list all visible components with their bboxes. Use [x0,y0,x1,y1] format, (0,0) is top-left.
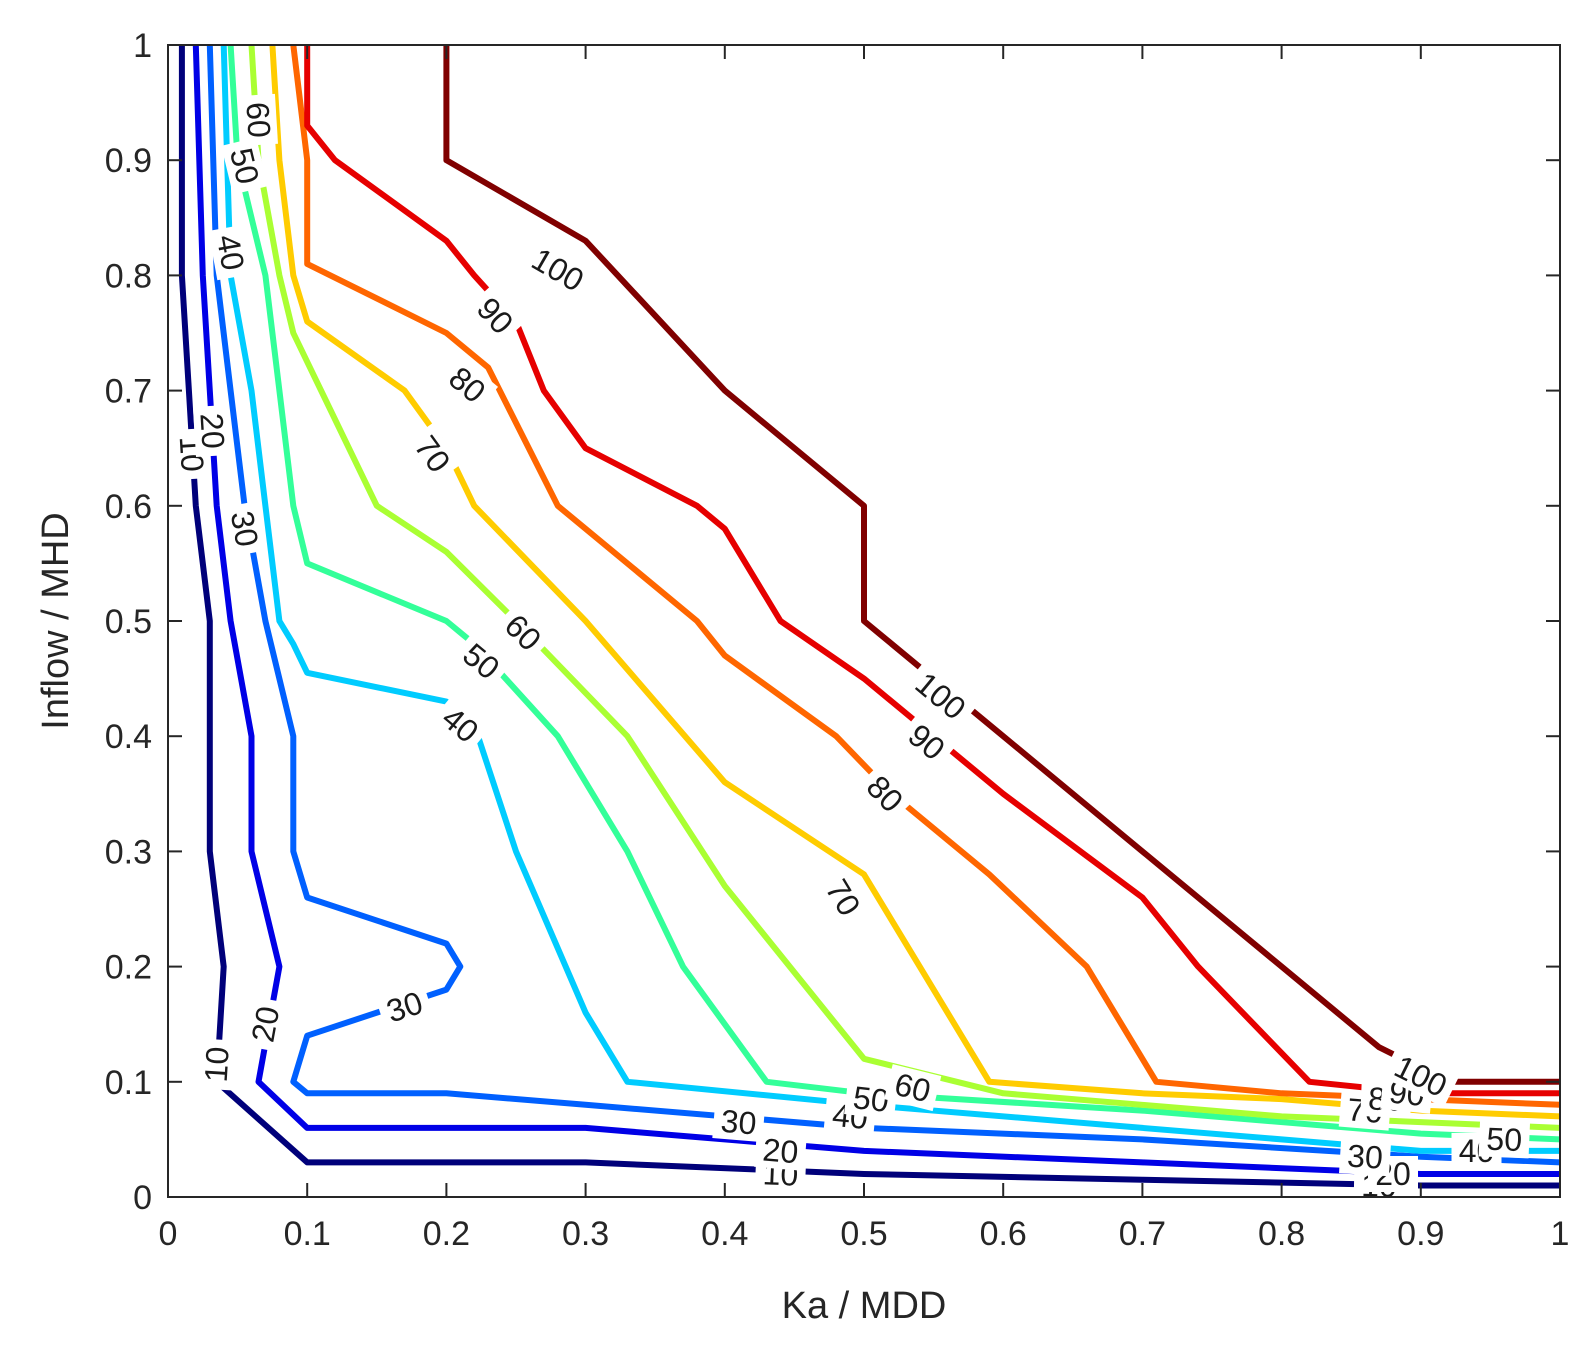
contour-label-50: 50 [223,144,266,187]
contour-label-20: 20 [245,1003,287,1044]
x-tick-label: 0.3 [562,1215,609,1253]
contour-label-10: 10 [198,1046,236,1084]
contour-label-gap [450,631,512,692]
contour-label-gap [902,660,979,732]
contour-label-group: 90 [895,712,958,772]
contour-label-gap [492,602,554,663]
contour-label-30: 30 [1346,1138,1384,1176]
contour-label-gap [1381,1044,1460,1108]
x-tick-label: 0.5 [840,1215,887,1253]
contour-label-group: 20 [193,404,232,457]
contour-line-90 [304,45,1560,1097]
contour-label-group: 20 [243,996,288,1053]
contour-label-group: 60 [884,1064,942,1112]
y-tick-label: 0.6 [105,488,152,526]
x-tick-label: 0.1 [284,1215,331,1253]
x-tick-label: 0 [159,1215,178,1253]
contour-label-20: 20 [193,412,231,450]
contour-label-group: 20 [754,1130,807,1171]
x-tick-label: 1 [1551,1215,1570,1253]
contour-line-70 [269,44,1561,1120]
contour-label-gap [239,93,278,146]
contour-label-group: 60 [492,602,554,663]
contour-label-50: 50 [851,1079,891,1119]
contour-label-gap [854,763,916,825]
contour-label-gap [197,1038,237,1091]
y-tick-label: 0.8 [105,257,152,295]
contour-label-50: 50 [1486,1121,1523,1158]
contour-label-30: 30 [719,1103,757,1142]
y-tick-label: 0.9 [105,142,152,180]
contour-label-gap [403,423,462,485]
contour-label-30: 30 [224,508,266,549]
contour-label-gap [222,500,267,557]
contour-label-gap [243,996,288,1053]
contour-label-60: 60 [239,101,277,139]
x-tick-label: 0.7 [1119,1215,1166,1253]
y-tick-label: 0.2 [105,949,152,987]
contour-label-gap [754,1130,807,1171]
contour-label-gap [518,236,597,303]
contour-label-gap [712,1102,766,1143]
x-tick-label: 0.2 [423,1215,470,1253]
y-tick-label: 0.3 [105,833,152,871]
x-tick-label: 0.4 [701,1215,748,1253]
y-tick-label: 0.7 [105,373,152,411]
x-tick-label: 0.6 [980,1215,1027,1253]
contour-label-gap [208,224,253,281]
x-tick-label: 0.9 [1397,1215,1444,1253]
contour-label-gap [193,404,232,457]
contour-label-gap [814,866,872,929]
contour-label-group: 30 [712,1102,766,1143]
y-tick-label: 0.4 [105,718,152,756]
contour-line-80 [290,44,1561,1108]
axis-ticks [167,44,1561,1198]
x-tick-labels: 0 0.1 0.2 0.3 0.4 0.5 0.6 0.7 0.8 0.9 1 [159,1215,1570,1253]
contour-label-group: 50 [844,1078,898,1120]
x-tick-label: 0.8 [1258,1215,1305,1253]
contour-label-gap [375,981,434,1032]
contour-label-gap [844,1078,898,1120]
contour-label-group: 60 [239,93,278,146]
contour-label-gap [464,285,526,347]
y-axis-label: Inflow / MHD [35,512,77,729]
contour-label-gap [1339,1137,1392,1177]
contour-label-gap [221,137,268,195]
contour-line-50 [227,44,1561,1143]
y-tick-labels: 0 0.1 0.2 0.3 0.4 0.5 0.6 0.7 0.8 0.9 1 [105,27,152,1217]
contour-label-gap [436,354,499,415]
contour-label-group: 40 [208,224,253,281]
y-tick-label: 0 [133,1179,152,1217]
contour-label-gap [1478,1120,1531,1159]
y-tick-label: 0.1 [105,1064,152,1102]
contour-label-40: 40 [210,232,252,273]
contour-label-group: 30 [1339,1137,1392,1177]
contour-label-gap [895,712,958,772]
contour-label-60: 60 [891,1066,934,1109]
contour-label-group: 100 [902,660,979,732]
contour-label-gap [884,1064,942,1112]
x-axis-label: Ka / MDD [782,1285,947,1327]
contour-label-group: 30 [222,500,267,557]
y-tick-label: 0.5 [105,603,152,641]
contour-label-group: 50 [1478,1120,1531,1159]
contour-label-group: 50 [221,137,268,195]
contour-label-group: 10 [197,1038,237,1091]
contour-label-gap [429,694,492,755]
contour-labels: 1010101020202020303030304040404050505050… [172,93,1531,1205]
contour-label-20: 20 [761,1132,799,1171]
y-tick-label: 1 [133,27,152,65]
